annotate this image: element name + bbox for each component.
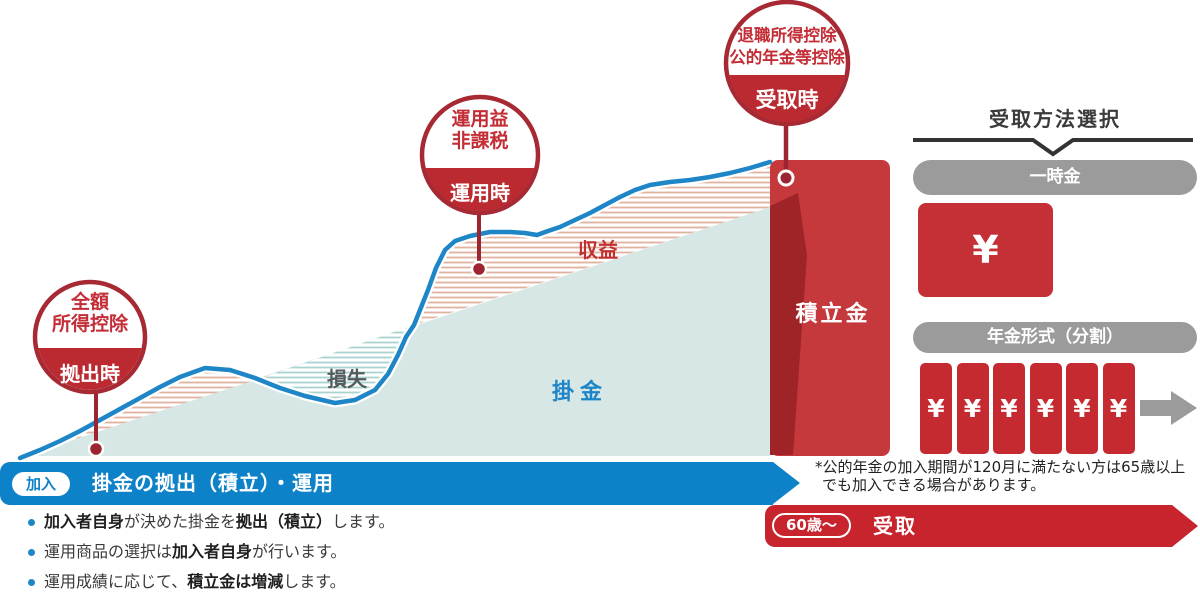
receive-banner: 60歳〜 受取 (765, 505, 1200, 547)
join-banner-body (0, 462, 773, 505)
list-item-text: 運用商品の選択は加入者自身が行います。 (44, 542, 347, 561)
taxfree-circle-band (425, 168, 535, 211)
annuity-yen-box: ¥ (920, 363, 952, 454)
receive-banner-label: 受取 (873, 514, 917, 538)
gain-label: 収益 (578, 238, 618, 262)
annuity-yen-boxes: ¥ ¥ ¥ ¥ ¥ ¥ (920, 363, 1135, 454)
footnote: *公的年金の加入期間が120月に満たない方は65歳以上 でも加入できる場合があり… (815, 458, 1200, 494)
bullet-icon (28, 519, 35, 526)
taxfree-badge-line1: 運用益 (451, 108, 509, 130)
taxfree-badge-label: 運用時 (450, 181, 510, 205)
flow-arrow-shaft (1140, 400, 1171, 416)
deduction-badge-line2: 所得控除 (51, 313, 128, 336)
annuity-yen-box: ¥ (1066, 363, 1098, 454)
receive-badge-line2: 公的年金等控除 (729, 48, 845, 68)
join-banner-label: 掛金の拠出（積立）・運用 (92, 471, 334, 495)
receive-badge-label: 受取時 (755, 88, 819, 112)
annuity-yen-box: ¥ (956, 363, 989, 454)
age-badge: 60歳〜 (772, 513, 851, 538)
receive-badge-line1: 退職所得控除 (737, 26, 837, 45)
accumulation-label: 積立金 (795, 302, 871, 327)
receive-circle-band (729, 75, 845, 122)
receive-badge-text: 退職所得控除 公的年金等控除 (723, 25, 851, 70)
taxfree-badge-text: 運用益 非課税 (422, 108, 538, 152)
join-banner: 加入 掛金の拠出（積立）・運用 (0, 462, 800, 505)
accumulation-bar-shadow (770, 193, 807, 455)
taxfree-badge-line2: 非課税 (451, 130, 509, 153)
loss-label: 損失 (327, 367, 367, 391)
deduction-dot (87, 440, 105, 458)
footnote-line1: *公的年金の加入期間が120月に満たない方は65歳以上 (815, 458, 1186, 476)
taxfree-dot (470, 260, 488, 278)
lump-sum-yen-box: ¥ (918, 203, 1053, 297)
contribution-label: 掛金 (551, 380, 608, 405)
list-item-text: 加入者自身が決めた掛金を拠出（積立）します。 (44, 512, 395, 531)
bracket-line (913, 138, 1193, 157)
deduction-badge-label: 拠出時 (60, 362, 120, 386)
receive-dot (777, 169, 795, 187)
list-item: 運用商品の選択は加入者自身が行います。 (28, 542, 528, 562)
join-banner-arrow-tip (773, 462, 800, 504)
annuity-yen-box: ¥ (1029, 363, 1062, 454)
list-item-text: 運用成績に応じて、積立金は増減します。 (44, 572, 346, 591)
list-item: 加入者自身が決めた掛金を拠出（積立）します。 (28, 512, 528, 532)
bullet-icon (28, 549, 35, 556)
lump-sum-pill: 一時金 (913, 160, 1197, 195)
deduction-badge-line1: 全額 (70, 291, 109, 313)
gain-hatch-area-main (414, 162, 770, 325)
payout-method-title: 受取方法選択 (989, 107, 1121, 131)
annuity-pill: 年金形式（分割） (913, 322, 1197, 353)
bullet-list: 加入者自身が決めた掛金を拠出（積立）します。 運用商品の選択は加入者自身が行いま… (28, 512, 528, 601)
deduction-badge-text: 全額 所得控除 (35, 291, 145, 335)
receive-banner-arrow-tip (1172, 505, 1198, 547)
receive-banner-body (765, 505, 1172, 547)
deduction-circle-band (38, 348, 142, 390)
bullet-icon (28, 579, 35, 586)
annuity-yen-box: ¥ (1102, 363, 1135, 454)
flow-arrow-head (1171, 391, 1197, 425)
growth-curve (17, 159, 773, 461)
list-item: 運用成績に応じて、積立金は増減します。 (28, 572, 528, 592)
footnote-line2: でも加入できる場合があります。 (822, 475, 1046, 494)
yen-symbol: ¥ (972, 228, 999, 272)
accumulation-bar-shadow-top (770, 206, 782, 250)
join-badge: 加入 (12, 472, 71, 496)
annuity-yen-box: ¥ (993, 363, 1025, 454)
